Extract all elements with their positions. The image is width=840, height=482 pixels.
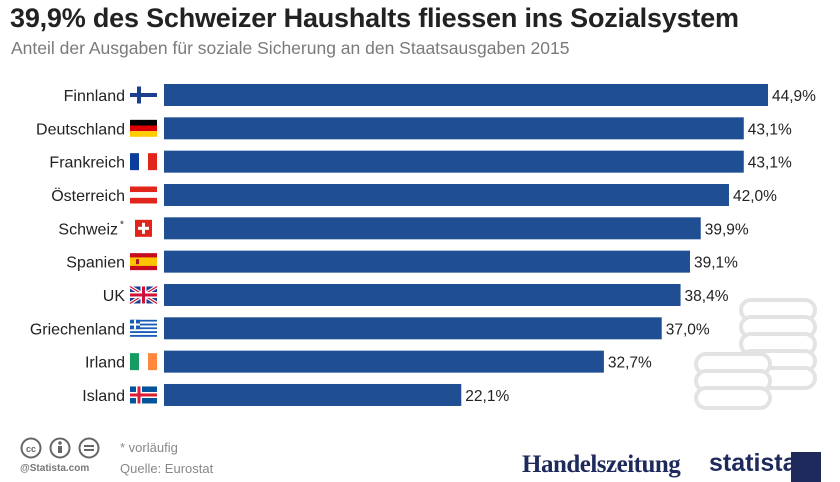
statista-credit: @Statista.com	[20, 463, 90, 474]
flag-uk-icon	[129, 284, 158, 305]
category-label-island: Island	[82, 388, 125, 405]
handelszeitung-logo[interactable]: Handelszeitung	[522, 451, 681, 478]
bar-irland	[164, 350, 604, 373]
bar-chart: 44,9% Finnland 43,1% Deutschland 43,1% Frankr…	[30, 84, 817, 410]
flag-austria-icon	[130, 186, 157, 204]
bar-frankreich	[164, 150, 744, 173]
flag-spain-icon	[130, 253, 157, 271]
bar-schweiz	[164, 217, 701, 240]
coins-icon	[694, 298, 817, 410]
statista-mark-icon	[791, 452, 821, 482]
bar-finnland	[164, 84, 768, 106]
footnote: * vorläufig	[120, 440, 178, 455]
value-label-deutschland: 43,1%	[748, 121, 792, 138]
value-label-finnland: 44,9%	[772, 88, 816, 105]
chart-subtitle: Anteil der Ausgaben für soziale Sicherun…	[11, 38, 570, 58]
category-label-finnland: Finnland	[64, 88, 125, 105]
chart-title: 39,9% des Schweizer Haushalts fliessen i…	[10, 3, 739, 33]
category-label-griechenland: Griechenland	[30, 321, 125, 338]
statista-logo[interactable]: statista	[709, 449, 797, 477]
value-label-uk: 38,4%	[685, 288, 729, 305]
value-label-irland: 32,7%	[608, 355, 652, 372]
value-label-schweiz: 39,9%	[705, 221, 749, 238]
source-note: Quelle: Eurostat	[120, 461, 214, 476]
value-label-spanien: 39,1%	[694, 255, 738, 272]
flag-france-icon	[130, 153, 157, 171]
value-label-island: 22,1%	[465, 388, 509, 405]
category-label-schweiz: Schweiz	[58, 221, 118, 238]
creative-commons-icons: cc	[20, 437, 100, 459]
value-label-oesterreich: 42,0%	[733, 188, 777, 205]
bar-island	[164, 383, 462, 406]
category-label-irland: Irland	[85, 355, 125, 372]
flag-ireland-icon	[130, 353, 157, 371]
flag-switzerland-icon	[135, 219, 152, 237]
flag-finland-icon	[130, 86, 157, 104]
bar-griechenland	[164, 317, 662, 340]
flag-germany-icon	[130, 119, 157, 137]
bar-uk	[164, 283, 681, 306]
category-footnote-mark: *	[120, 219, 124, 230]
bar-deutschland	[164, 117, 744, 140]
category-label-oesterreich: Österreich	[51, 187, 125, 205]
category-label-deutschland: Deutschland	[36, 121, 125, 138]
bar-spanien	[164, 250, 690, 273]
category-label-spanien: Spanien	[66, 255, 125, 272]
svg-text:cc: cc	[26, 444, 36, 454]
value-label-griechenland: 37,0%	[666, 321, 710, 338]
flag-iceland-icon	[130, 386, 157, 404]
bar-oesterreich	[164, 183, 729, 206]
category-label-frankreich: Frankreich	[49, 155, 125, 172]
value-label-frankreich: 43,1%	[748, 155, 792, 172]
category-label-uk: UK	[103, 288, 126, 305]
flag-greece-icon	[130, 319, 157, 337]
